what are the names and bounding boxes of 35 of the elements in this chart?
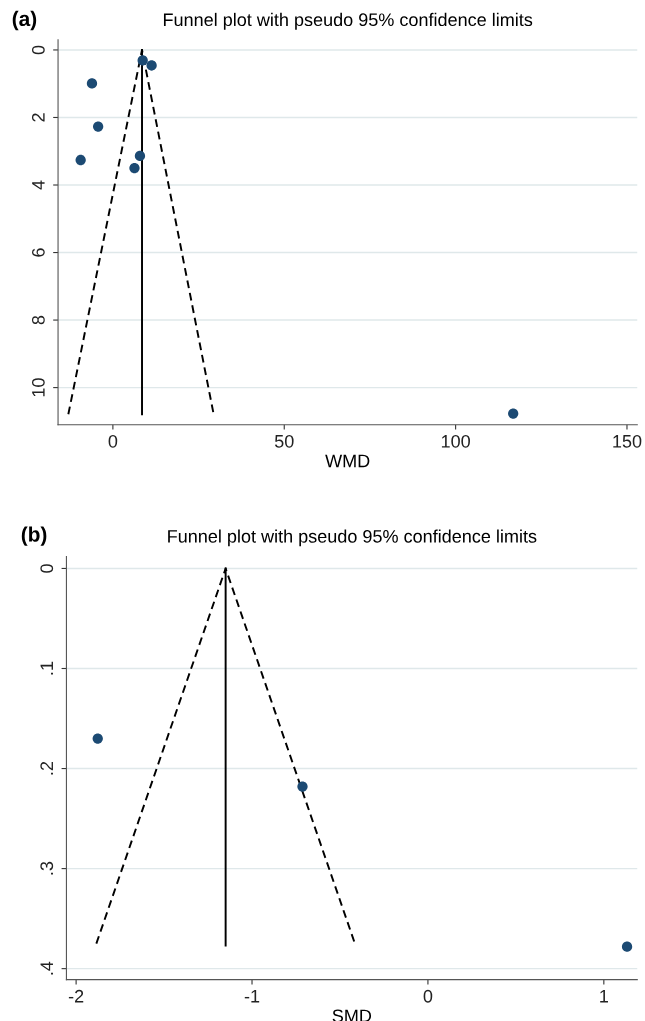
y-tick-label: 6 xyxy=(31,248,45,257)
point xyxy=(93,121,104,132)
x-tick-label: -1 xyxy=(244,990,260,1003)
x-tick-label: -2 xyxy=(68,989,84,1003)
y-tick-label: 8 xyxy=(31,315,45,325)
point xyxy=(134,150,146,162)
x-tick-label: 0 xyxy=(423,989,433,1003)
y-tick-label: 10 xyxy=(31,378,45,397)
point xyxy=(75,154,86,166)
point xyxy=(86,78,98,89)
y-tick-label: .1 xyxy=(40,661,53,675)
point xyxy=(508,408,519,419)
y-tick-label: 4 xyxy=(32,180,45,190)
y-tick-label: .2 xyxy=(40,761,53,775)
x-tick-label: 150 xyxy=(613,434,642,448)
y-tick-label: 2 xyxy=(31,113,45,122)
text: (b) xyxy=(21,526,47,546)
x-tick-label: 50 xyxy=(274,434,294,448)
x-tick-label: 0 xyxy=(108,434,118,448)
y-tick-label: .4 xyxy=(40,961,53,975)
chart-title: Funnel plot with pseudo 95% confidence limits xyxy=(163,12,533,30)
y-tick-label: 0 xyxy=(40,564,54,573)
point xyxy=(621,941,633,952)
point xyxy=(146,60,157,71)
text: (a) xyxy=(12,10,37,31)
point xyxy=(137,55,148,66)
x-tick-label: 1 xyxy=(600,990,608,1003)
x-axis-title: WMD xyxy=(325,454,370,468)
x-tick-label: 100 xyxy=(441,434,470,448)
y-tick-label: 0 xyxy=(31,45,45,55)
y-tick-label: .3 xyxy=(40,861,54,875)
point xyxy=(297,781,308,792)
point xyxy=(92,733,103,744)
point xyxy=(129,162,140,174)
chart-title: Funnel plot with pseudo 95% confidence limits xyxy=(168,529,537,547)
